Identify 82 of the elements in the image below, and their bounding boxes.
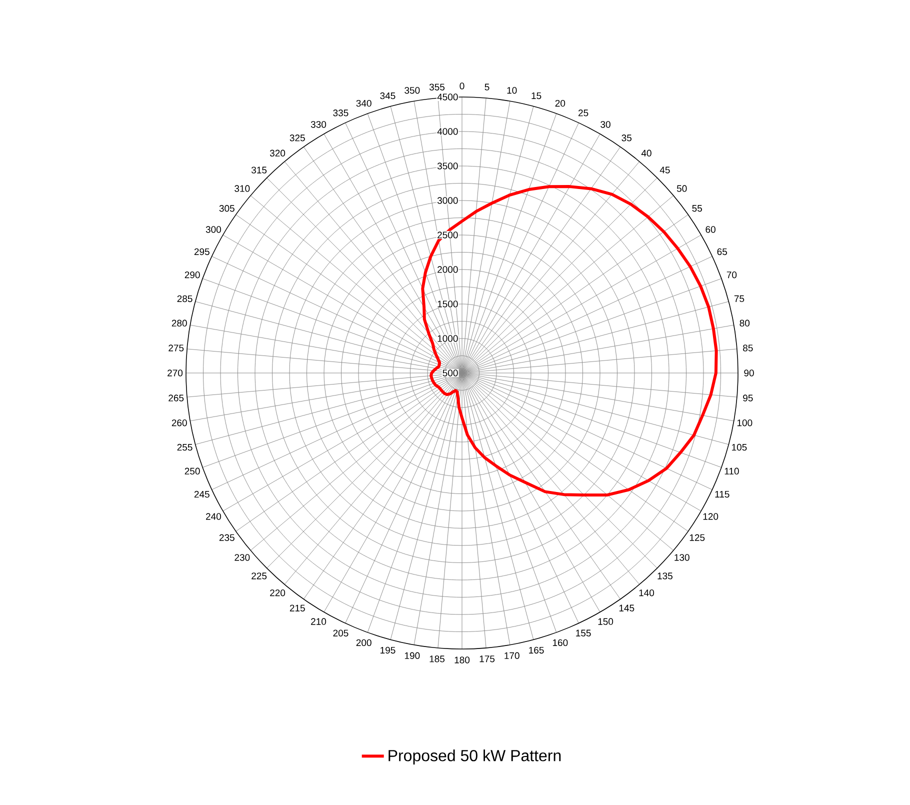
y-tick-label: 3500 — [437, 162, 458, 170]
spoke-label: 15 — [532, 92, 542, 100]
spoke-label: 260 — [172, 419, 187, 426]
spoke-label: 230 — [234, 554, 250, 561]
spoke-label: 225 — [252, 572, 267, 580]
spoke-label: 120 — [703, 513, 718, 520]
spoke-label: 255 — [177, 444, 192, 451]
spoke-label: 335 — [333, 110, 348, 116]
spoke-label: 250 — [184, 468, 200, 475]
spoke-label: 265 — [168, 394, 184, 402]
spoke-label: 10 — [507, 86, 517, 94]
spoke-label: 215 — [290, 604, 305, 612]
spoke-label: 50 — [676, 185, 687, 192]
spoke-label: 200 — [356, 639, 372, 646]
spoke-label: 320 — [270, 150, 286, 157]
spoke-label: 65 — [717, 248, 728, 256]
spoke-label: 60 — [706, 226, 716, 233]
spoke-label: 350 — [404, 86, 420, 94]
y-tick-label: 4500 — [437, 94, 458, 100]
spoke-label: 315 — [252, 166, 267, 174]
spoke-label: 295 — [194, 248, 210, 256]
spoke-label: 325 — [290, 134, 305, 142]
spoke-label: 235 — [219, 534, 234, 541]
spoke-label: 210 — [311, 618, 326, 625]
legend-label: Proposed 50 kW Pattern — [388, 750, 561, 764]
spoke-label: 220 — [270, 589, 286, 596]
spoke-label: 0 — [460, 82, 464, 90]
spoke-label: 130 — [674, 554, 690, 561]
spoke-label: 190 — [404, 652, 420, 659]
spoke-label: 310 — [234, 185, 250, 192]
spoke-label: 145 — [619, 604, 634, 612]
y-tick-label: 500 — [442, 370, 458, 376]
spoke-label: 155 — [576, 630, 591, 636]
spoke-label: 115 — [715, 490, 730, 498]
spoke-label: 55 — [692, 205, 702, 212]
spoke-label: 90 — [744, 370, 754, 376]
spoke-label: 30 — [600, 121, 610, 128]
spoke-label: 165 — [529, 646, 544, 654]
y-tick-label: 4000 — [437, 128, 458, 135]
y-tick-label: 2500 — [438, 232, 458, 238]
spoke-label: 180 — [454, 656, 470, 664]
spoke-label: 70 — [726, 271, 737, 278]
spoke-label: 275 — [168, 344, 184, 352]
spoke-label: 80 — [740, 320, 750, 327]
spoke-label: 100 — [737, 419, 752, 426]
spoke-label: 110 — [724, 468, 739, 475]
spoke-label: 95 — [743, 394, 753, 402]
spoke-label: 270 — [168, 370, 183, 376]
spoke-label: 125 — [690, 534, 705, 541]
spoke-label: 290 — [184, 271, 200, 278]
spoke-label: 20 — [555, 100, 566, 107]
spoke-label: 85 — [743, 344, 753, 352]
spoke-label: 285 — [177, 295, 192, 302]
spoke-label: 150 — [598, 618, 614, 625]
spoke-label: 170 — [504, 652, 520, 659]
spoke-label: 25 — [578, 110, 588, 116]
spoke-label: 160 — [552, 639, 568, 646]
spoke-label: 330 — [310, 121, 326, 128]
spoke-label: 245 — [194, 490, 210, 498]
spoke-label: 340 — [356, 100, 372, 107]
spoke-label: 240 — [206, 513, 222, 520]
y-tick-label: 1000 — [438, 335, 458, 342]
spoke-label: 5 — [484, 84, 490, 90]
spoke-label: 140 — [639, 589, 654, 596]
spoke-label: 345 — [380, 92, 396, 100]
spoke-label: 280 — [172, 320, 187, 327]
spoke-label: 105 — [732, 444, 747, 451]
spoke-label: 195 — [380, 646, 396, 654]
y-tick-label: 1500 — [438, 300, 458, 308]
spoke-label: 175 — [480, 656, 495, 662]
y-tick-label: 3000 — [437, 197, 458, 204]
y-tick-label: 2000 — [438, 266, 458, 273]
spoke-label: 75 — [734, 295, 744, 302]
spoke-label: 300 — [206, 226, 222, 233]
spoke-label: 355 — [429, 84, 445, 90]
spoke-label: 305 — [219, 205, 234, 212]
spoke-label: 40 — [641, 150, 652, 157]
spoke-label: 135 — [658, 572, 672, 580]
spoke-label: 185 — [430, 656, 445, 662]
spoke-label: 35 — [622, 134, 632, 142]
spoke-label: 205 — [333, 630, 348, 636]
spoke-label: 45 — [660, 166, 670, 174]
